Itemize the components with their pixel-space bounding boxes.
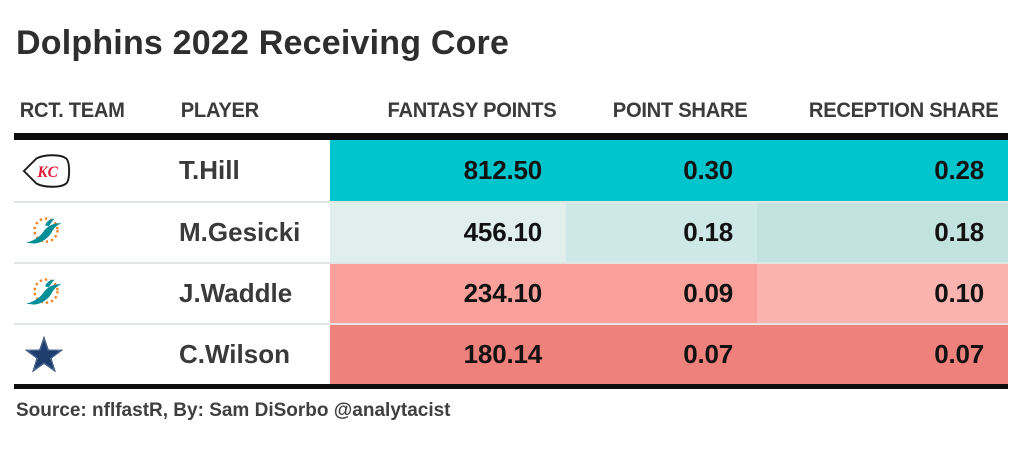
fantasy-points-value: 456.10 bbox=[330, 201, 566, 262]
team-logo-cell bbox=[14, 323, 175, 384]
player-name: J.Waddle bbox=[175, 262, 330, 323]
team-logo-cell bbox=[14, 201, 175, 262]
table-row: C.Wilson 180.14 0.07 0.07 bbox=[14, 323, 1008, 384]
cowboys-logo-icon bbox=[24, 334, 64, 373]
fantasy-points-value: 180.14 bbox=[330, 323, 566, 384]
table-row: KC T.Hill 812.50 0.30 0.28 bbox=[14, 140, 1008, 201]
table-row: J.Waddle 234.10 0.09 0.10 bbox=[14, 262, 1008, 323]
point-share-value: 0.09 bbox=[566, 262, 757, 323]
col-header-point-share: POINT SHARE bbox=[612, 98, 748, 122]
col-header-player: PLAYER bbox=[180, 98, 259, 122]
col-header-reception-share: RECEPTION SHARE bbox=[808, 98, 999, 122]
svg-text:KC: KC bbox=[36, 163, 58, 180]
point-share-value: 0.30 bbox=[566, 140, 757, 201]
chiefs-logo-icon: KC bbox=[22, 153, 71, 188]
table-body: KC T.Hill 812.50 0.30 0.28 M.Gesicki bbox=[14, 140, 1008, 389]
fantasy-points-value: 812.50 bbox=[330, 140, 566, 201]
team-logo-cell: KC bbox=[14, 140, 175, 201]
table-row: M.Gesicki 456.10 0.18 0.18 bbox=[14, 201, 1008, 262]
point-share-value: 0.07 bbox=[566, 323, 757, 384]
reception-share-value: 0.28 bbox=[757, 140, 1008, 201]
receiving-table: RCT. TEAM PLAYER FANTASY POINTS POINT SH… bbox=[14, 88, 1008, 389]
reception-share-value: 0.07 bbox=[757, 323, 1008, 384]
reception-share-value: 0.18 bbox=[757, 201, 1008, 262]
source-credit: Source: nflfastR, By: Sam DiSorbo @analy… bbox=[16, 400, 451, 421]
team-logo-cell bbox=[14, 262, 175, 323]
point-share-value: 0.18 bbox=[566, 201, 757, 262]
dolphins-logo-icon bbox=[25, 277, 62, 305]
col-header-rct-team: RCT. TEAM bbox=[19, 98, 125, 122]
fantasy-points-value: 234.10 bbox=[330, 262, 566, 323]
table-header-row: RCT. TEAM PLAYER FANTASY POINTS POINT SH… bbox=[14, 88, 1008, 140]
col-header-fantasy-points: FANTASY POINTS bbox=[387, 98, 557, 122]
player-name: M.Gesicki bbox=[175, 201, 330, 262]
dolphins-logo-icon bbox=[25, 216, 62, 244]
player-name: T.Hill bbox=[175, 140, 330, 201]
player-name: C.Wilson bbox=[175, 323, 330, 384]
reception-share-value: 0.10 bbox=[757, 262, 1008, 323]
page-title: Dolphins 2022 Receiving Core bbox=[16, 24, 510, 62]
